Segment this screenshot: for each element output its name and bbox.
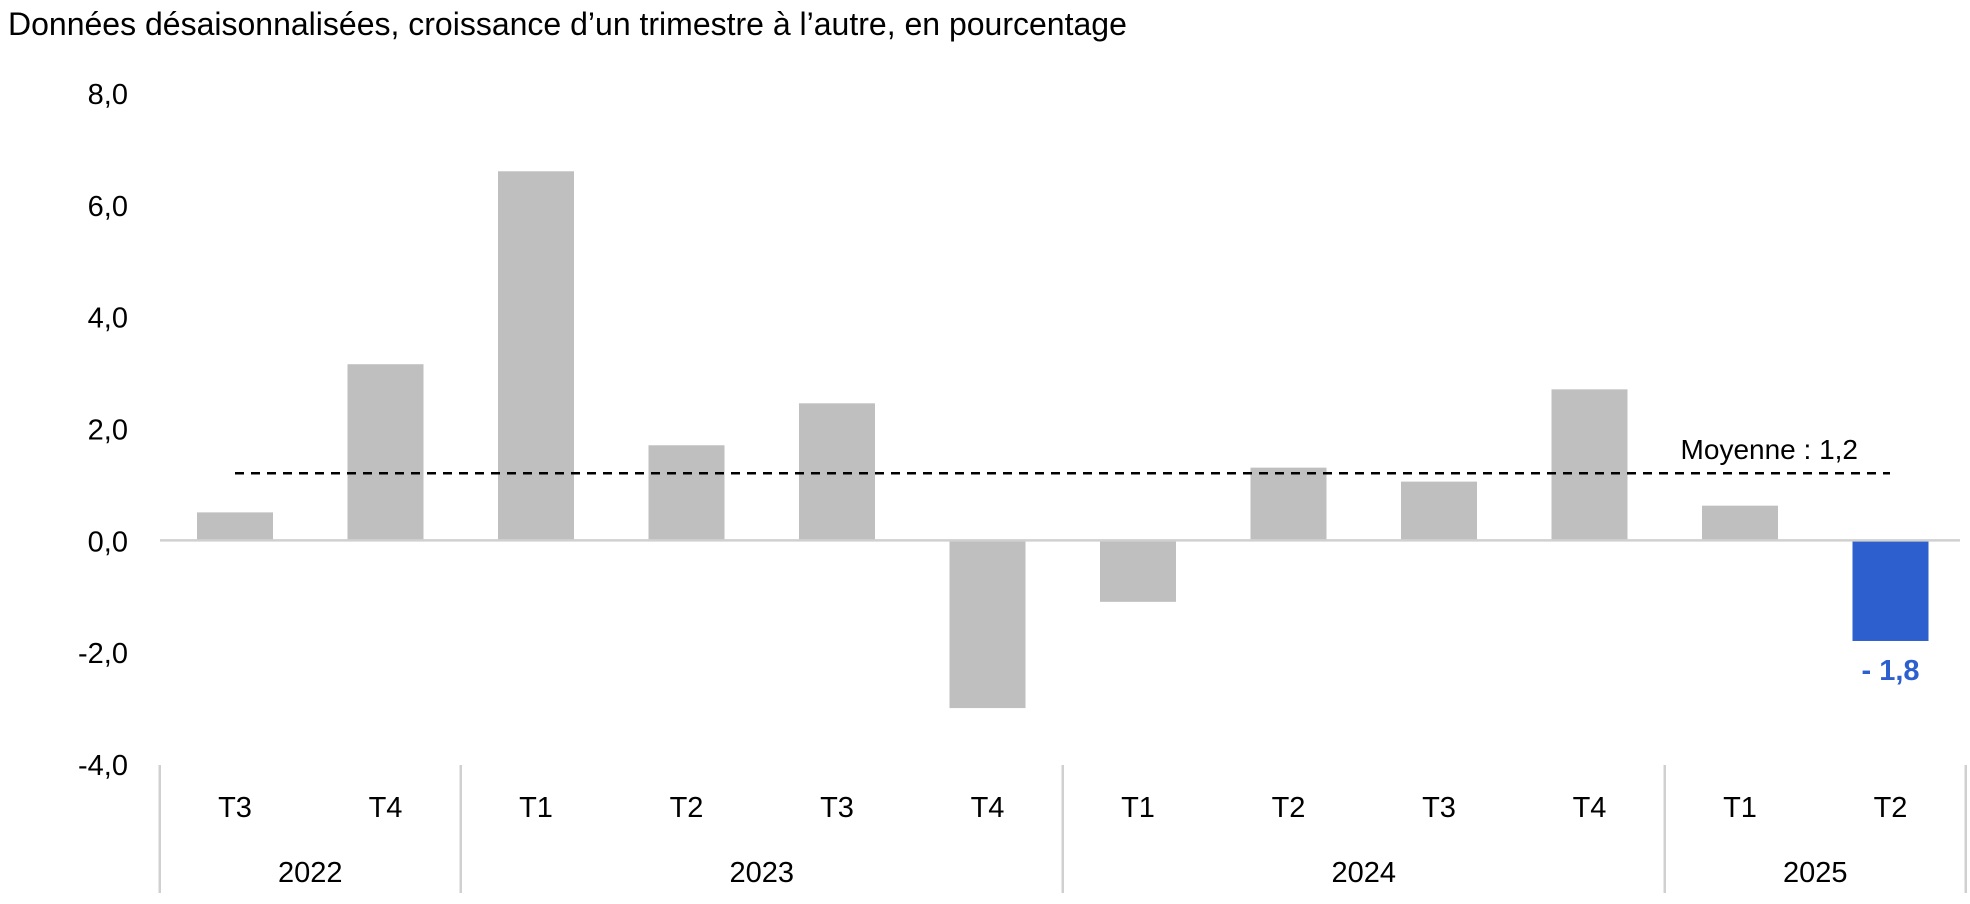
- y-tick-label: 0,0: [88, 526, 128, 558]
- year-label: 2025: [1783, 857, 1848, 889]
- bar: [799, 403, 875, 541]
- y-tick-label: -2,0: [78, 638, 128, 670]
- x-tick-label: T2: [670, 792, 704, 824]
- x-tick-label: T4: [369, 792, 403, 824]
- x-tick-label: T1: [519, 792, 553, 824]
- x-tick-label: T2: [1272, 792, 1306, 824]
- bar: [1852, 540, 1929, 641]
- mean-label: Moyenne : 1,2: [1681, 434, 1858, 465]
- x-tick-label: T2: [1874, 792, 1908, 824]
- x-tick-label: T3: [1422, 792, 1456, 824]
- x-tick-label: T1: [1121, 792, 1155, 824]
- year-label: 2024: [1331, 857, 1396, 889]
- y-tick-label: -4,0: [78, 750, 128, 782]
- y-tick-label: 8,0: [88, 79, 128, 111]
- bar: [197, 512, 273, 541]
- bar: [1250, 467, 1327, 541]
- y-tick-label: 2,0: [88, 415, 128, 447]
- x-tick-label: T4: [1573, 792, 1607, 824]
- bar: [1551, 389, 1628, 541]
- bar: [498, 171, 574, 541]
- bar: [949, 540, 1026, 709]
- x-tick-label: T3: [218, 792, 252, 824]
- bar: [648, 445, 725, 541]
- y-tick-label: 4,0: [88, 303, 128, 335]
- x-tick-label: T1: [1723, 792, 1757, 824]
- data-label: - 1,8: [1861, 655, 1919, 687]
- year-label: 2023: [729, 857, 794, 889]
- bar: [1100, 540, 1176, 602]
- chart-title: Données désaisonnalisées, croissance d’u…: [8, 6, 1127, 42]
- year-label: 2022: [278, 857, 343, 889]
- bar: [347, 364, 424, 541]
- bar: [1401, 481, 1477, 541]
- y-tick-label: 6,0: [88, 191, 128, 223]
- x-tick-label: T3: [820, 792, 854, 824]
- x-tick-label: T4: [971, 792, 1005, 824]
- bar: [1702, 505, 1778, 541]
